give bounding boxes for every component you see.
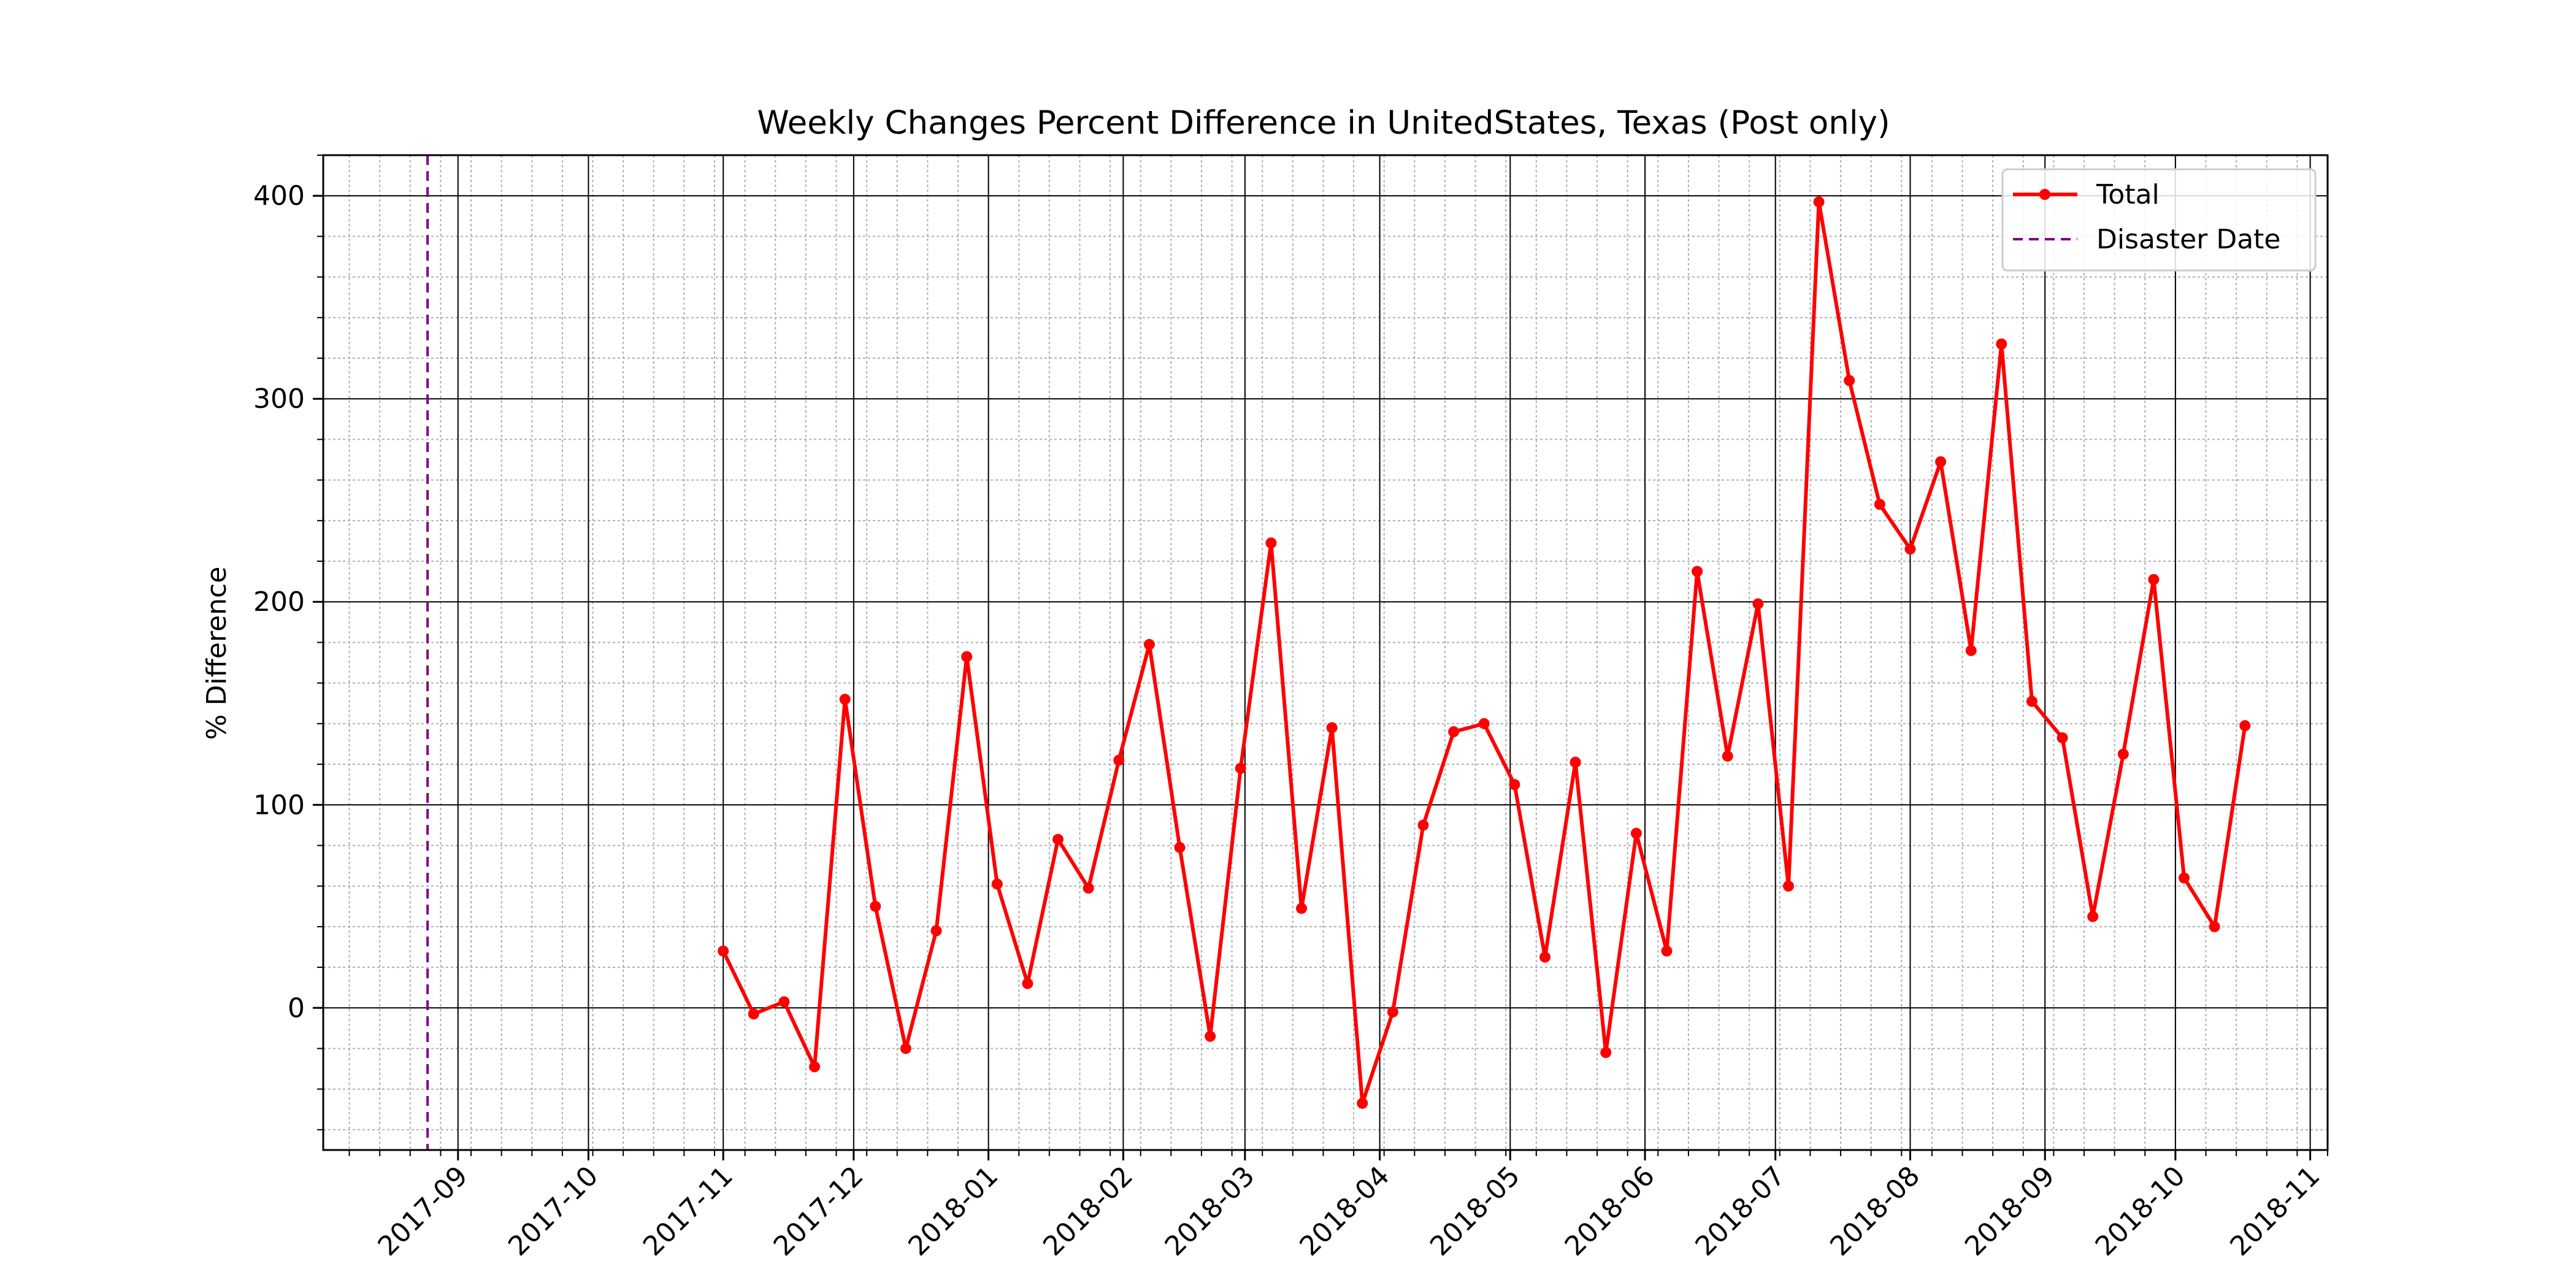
data-point [1844, 375, 1855, 386]
data-point [1113, 754, 1125, 766]
data-point [2239, 720, 2251, 732]
data-point [1326, 722, 1338, 734]
data-point [1143, 638, 1155, 650]
data-point [778, 996, 790, 1008]
data-point [1965, 645, 1977, 656]
legend-total-label: Total [2096, 179, 2160, 210]
data-point [1874, 499, 1885, 510]
data-point [1083, 882, 1094, 894]
legend-disaster-label: Disaster Date [2096, 224, 2280, 255]
data-point [1509, 779, 1520, 791]
legend: Total Disaster Date [2001, 168, 2317, 272]
data-point [1052, 834, 1064, 845]
y-tick-label: 100 [253, 789, 305, 821]
legend-total-marker [2039, 189, 2050, 200]
data-point [2117, 748, 2129, 760]
data-point [1722, 750, 1733, 762]
y-tick-label: 200 [253, 586, 305, 618]
y-tick-label: 0 [288, 992, 305, 1024]
data-point [2148, 573, 2160, 585]
data-point [991, 878, 1003, 890]
data-point [1205, 1030, 1216, 1042]
y-tick-label: 400 [253, 180, 305, 212]
y-axis-label: % Difference [201, 567, 232, 740]
data-point [1996, 338, 2007, 350]
data-point [2087, 911, 2099, 922]
data-point [1296, 903, 1308, 914]
data-point [1692, 565, 1703, 577]
data-point [2026, 696, 2037, 707]
series-layer [718, 196, 2251, 1109]
data-point [1630, 827, 1642, 839]
data-point [1570, 756, 1581, 768]
y-tick-label: 300 [253, 383, 305, 415]
data-point [2179, 872, 2190, 884]
data-point [1935, 456, 1947, 467]
major-grid [323, 155, 2328, 1150]
data-point [1022, 978, 1033, 989]
data-point [1387, 1006, 1398, 1018]
data-point [1478, 718, 1490, 729]
data-point [839, 694, 851, 705]
data-point [1174, 841, 1186, 853]
legend-box [2001, 168, 2317, 272]
data-point [1448, 726, 1460, 738]
data-point [748, 1008, 759, 1020]
data-point [1265, 537, 1277, 549]
data-point [1539, 951, 1551, 963]
minor-grid [323, 155, 2328, 1150]
data-point [2209, 921, 2220, 932]
data-point [809, 1061, 821, 1073]
data-point [1600, 1047, 1612, 1059]
data-point [1661, 945, 1673, 957]
axis-ticks [313, 155, 2328, 1160]
data-point [1752, 598, 1764, 610]
data-point [870, 900, 881, 912]
plot-area-frame [322, 154, 2329, 1151]
data-point [1357, 1097, 1368, 1109]
data-point [930, 925, 942, 937]
data-point [2057, 732, 2068, 744]
data-point [1813, 196, 1825, 208]
data-point [718, 945, 729, 957]
data-point [1904, 543, 1916, 555]
chart-title: Weekly Changes Percent Difference in Uni… [757, 104, 1890, 142]
y-axis-tick-labels: 0 100 200 300 400 [253, 180, 305, 1024]
data-point [1235, 762, 1246, 774]
data-point [1417, 819, 1429, 831]
data-point [900, 1043, 911, 1054]
data-point [1782, 880, 1794, 892]
data-point [961, 651, 973, 662]
